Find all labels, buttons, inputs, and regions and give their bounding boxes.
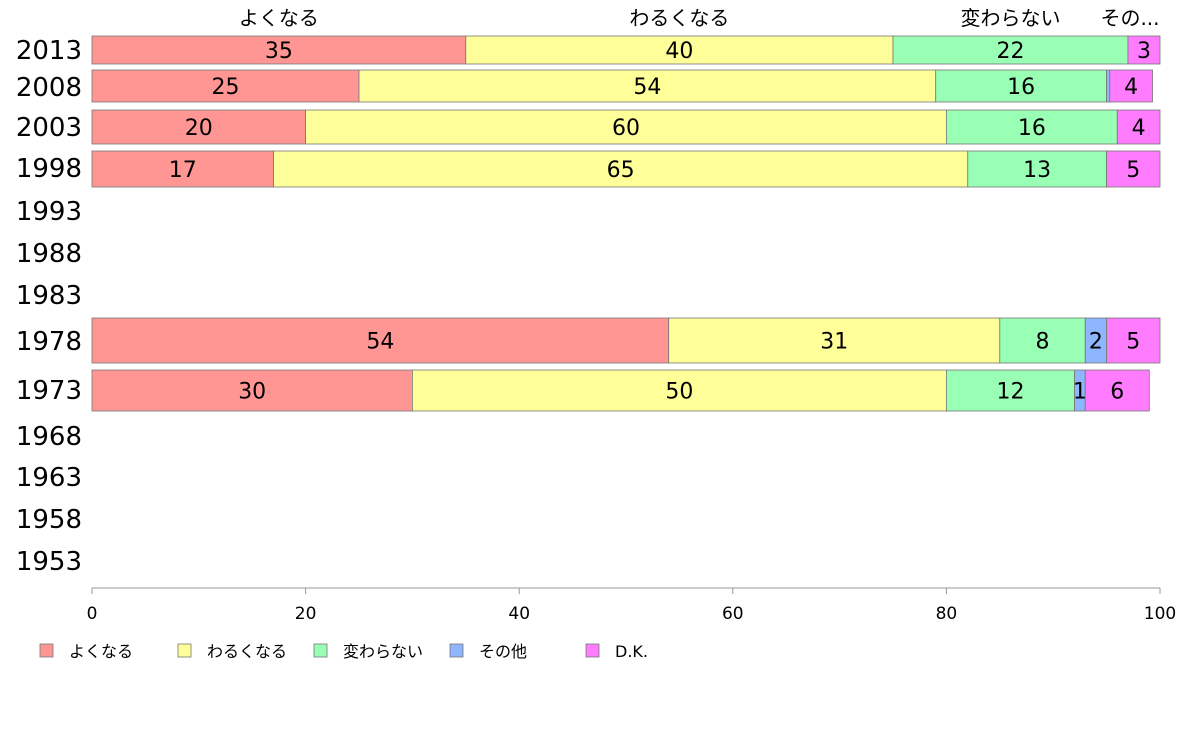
legend-swatch-4 [585, 643, 600, 658]
bar-1973-0 [91, 369, 413, 412]
year-label-2008: 2008 [16, 73, 82, 103]
data-label-1978-2: 8 [1036, 330, 1050, 355]
bar-1998-4 [1106, 150, 1161, 188]
bar-2008-1 [358, 69, 937, 103]
x-tick-label-40: 40 [508, 604, 530, 624]
bar-2013-0 [91, 35, 467, 65]
data-label-1973-4: 6 [1110, 380, 1124, 405]
data-label-1978-3: 2 [1089, 330, 1103, 355]
legend-swatch-2 [313, 643, 328, 658]
bar-2003-1 [305, 109, 947, 145]
year-label-1973: 1973 [16, 376, 82, 406]
legend-label-1: わるくなる [207, 642, 287, 661]
bar-1978-1 [668, 317, 1001, 364]
bar-1998-1 [273, 150, 969, 188]
bar-1973-2 [946, 369, 1075, 412]
bar-1973-4 [1084, 369, 1150, 412]
year-label-2013: 2013 [16, 36, 82, 66]
legend-label-3: その他 [479, 642, 527, 661]
legend-swatch-1 [177, 643, 192, 658]
year-label-1988: 1988 [16, 239, 82, 269]
x-tick-label-100: 100 [1144, 604, 1176, 624]
bar-2003-0 [91, 109, 307, 145]
data-label-1978-1: 31 [820, 330, 848, 355]
data-label-2008-0: 25 [212, 75, 240, 100]
data-label-1978-0: 54 [366, 330, 394, 355]
bar-1973-1 [411, 369, 947, 412]
data-label-2008-1: 54 [633, 75, 661, 100]
bar-2013-4 [1127, 35, 1161, 65]
x-tick-label-0: 0 [87, 604, 98, 624]
bar-2008-4 [1109, 69, 1153, 103]
year-label-2003: 2003 [16, 113, 82, 143]
bar-2003-4 [1116, 109, 1161, 145]
data-label-2013-2: 22 [996, 39, 1024, 64]
data-label-2003-4: 4 [1132, 116, 1146, 141]
legend-swatch-3 [449, 643, 464, 658]
legend-label-4: D.K. [615, 642, 648, 661]
year-label-1963: 1963 [16, 463, 82, 493]
bar-2008-2 [935, 69, 1107, 103]
data-label-2013-0: 35 [265, 39, 293, 64]
bar-2013-2 [892, 35, 1129, 65]
data-label-1973-0: 30 [238, 380, 266, 405]
bar-1978-0 [91, 317, 670, 364]
x-tick-label-80: 80 [936, 604, 958, 624]
year-labels: 2013 2008 2003 1998 1993 1988 1983 1978 1973 1968… [16, 36, 82, 577]
legend-label-2: 変わらない [343, 642, 423, 661]
legend: よくなる わるくなる 変わらない その他 D.K. [39, 642, 648, 661]
year-label-1978: 1978 [16, 327, 82, 357]
year-label-1968: 1968 [16, 422, 82, 452]
bar-2008-0 [91, 69, 360, 103]
data-label-1973-3: 1 [1073, 380, 1087, 405]
bar-1978-2 [999, 317, 1086, 364]
data-label-1998-4: 5 [1126, 158, 1140, 183]
bar-1998-0 [91, 150, 274, 188]
bar-2013-1 [465, 35, 894, 65]
top-label-1: わるくなる [629, 6, 729, 30]
bars: 35 40 22 325 54 16 420 60 16 417 65 13 554 31 8 2 530 50 1… [91, 35, 1161, 412]
year-label-1953: 1953 [16, 547, 82, 577]
data-label-2008-2: 16 [1007, 75, 1035, 100]
year-label-1998: 1998 [16, 154, 82, 184]
x-tick-label-20: 20 [295, 604, 317, 624]
top-label-2: 変わらない [960, 6, 1060, 30]
legend-swatch-0 [39, 643, 54, 658]
top-label-3: その... [1100, 6, 1159, 30]
bar-1978-4 [1106, 317, 1161, 364]
data-label-2013-4: 3 [1137, 39, 1151, 64]
data-label-2008-4: 4 [1124, 75, 1138, 100]
data-label-2003-0: 20 [185, 116, 213, 141]
data-label-1998-0: 17 [169, 158, 197, 183]
data-label-1998-1: 65 [607, 158, 635, 183]
data-label-1973-1: 50 [665, 380, 693, 405]
year-label-1958: 1958 [16, 505, 82, 535]
year-label-1983: 1983 [16, 281, 82, 311]
data-label-2003-2: 16 [1018, 116, 1046, 141]
bar-2008-3 [1106, 69, 1111, 103]
data-label-1978-4: 5 [1126, 330, 1140, 355]
top-label-0: よくなる [239, 6, 319, 30]
data-label-1998-2: 13 [1023, 158, 1051, 183]
data-label-2003-1: 60 [612, 116, 640, 141]
x-axis: 0 20 40 60 80 100 [87, 587, 1176, 624]
data-label-1973-2: 12 [996, 380, 1024, 405]
x-tick-label-60: 60 [722, 604, 744, 624]
year-label-1993: 1993 [16, 197, 82, 227]
legend-label-0: よくなる [69, 642, 133, 661]
top-category-labels: よくなる わるくなる 変わらない その... [239, 6, 1160, 30]
data-label-2013-1: 40 [665, 39, 693, 64]
